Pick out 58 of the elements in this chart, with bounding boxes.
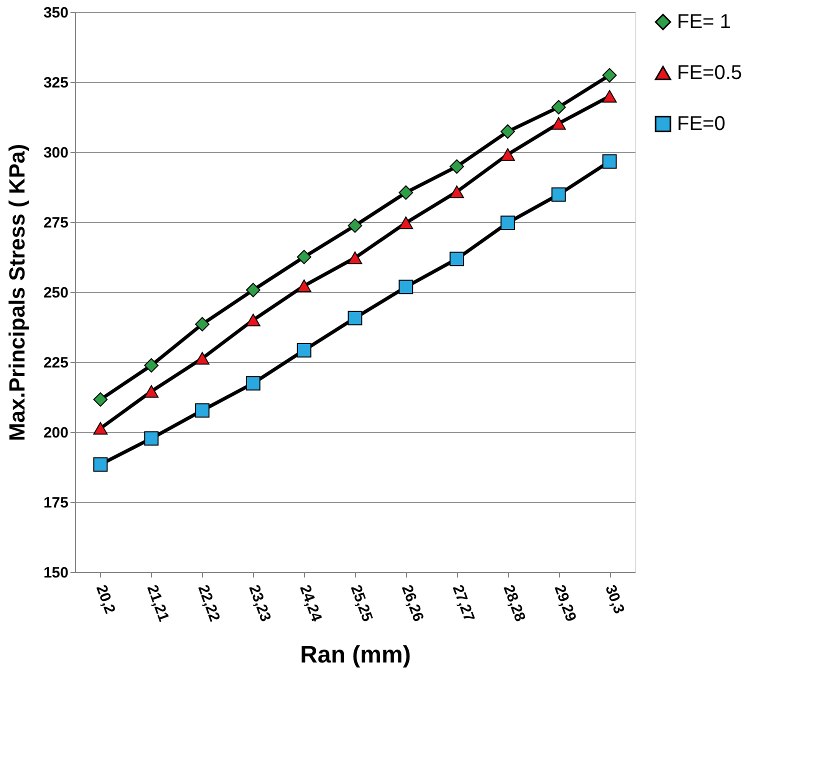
x-tick-label: 30,3 <box>602 582 628 616</box>
y-tick-label: 225 <box>43 354 68 372</box>
y-tick-label: 275 <box>43 214 68 232</box>
point <box>144 431 159 446</box>
point <box>246 376 260 390</box>
y-tick-label: 150 <box>43 564 68 582</box>
point <box>296 343 312 358</box>
point <box>551 117 566 130</box>
y-tick-label: 325 <box>43 74 68 92</box>
x-tick-label: 22,22 <box>194 582 224 624</box>
y-tick-label: 175 <box>43 494 68 512</box>
legend-label: FE=0 <box>677 113 726 135</box>
point <box>398 185 414 200</box>
point <box>551 100 566 114</box>
x-tick-label: 20,2 <box>92 582 118 616</box>
point <box>296 280 312 292</box>
point <box>93 422 108 435</box>
point <box>450 185 464 198</box>
point <box>602 90 617 103</box>
point <box>93 392 108 407</box>
y-tick-label: 350 <box>43 4 68 22</box>
y-tick-label: 300 <box>43 144 68 162</box>
x-tick-label: 28,28 <box>500 582 529 624</box>
x-tick-label: 29,29 <box>550 582 580 624</box>
point <box>500 216 515 230</box>
point <box>348 310 362 326</box>
point <box>450 159 464 174</box>
point <box>195 352 210 365</box>
point <box>195 316 210 332</box>
y-tick-label: 200 <box>43 424 68 442</box>
point <box>348 218 362 233</box>
point <box>296 250 312 264</box>
point <box>500 148 515 161</box>
x-tick-label: 24,24 <box>296 582 326 624</box>
legend-label: FE=0.5 <box>677 62 742 84</box>
x-axis-title: Ran (mm) <box>300 642 411 669</box>
x-tick-label: 25,25 <box>347 582 376 624</box>
point <box>144 385 159 398</box>
point <box>348 252 362 264</box>
point <box>398 216 414 230</box>
point <box>602 154 617 169</box>
x-tick-label: 27,27 <box>448 582 478 624</box>
x-tick-label: 26,26 <box>398 582 427 624</box>
x-tick-label: 21,21 <box>143 582 172 624</box>
y-tick-label: 250 <box>43 284 68 302</box>
point <box>246 314 260 326</box>
point <box>144 358 159 373</box>
point <box>551 187 566 202</box>
point <box>602 68 617 82</box>
point <box>93 457 108 472</box>
point <box>500 124 515 139</box>
point <box>195 403 210 418</box>
point <box>398 280 414 294</box>
y-axis-title: Max.Principals Stress ( KPa) <box>4 144 30 442</box>
x-tick-label: 23,23 <box>245 582 274 624</box>
point <box>246 282 260 298</box>
legend-label: FE= 1 <box>677 11 731 33</box>
point <box>450 252 464 266</box>
